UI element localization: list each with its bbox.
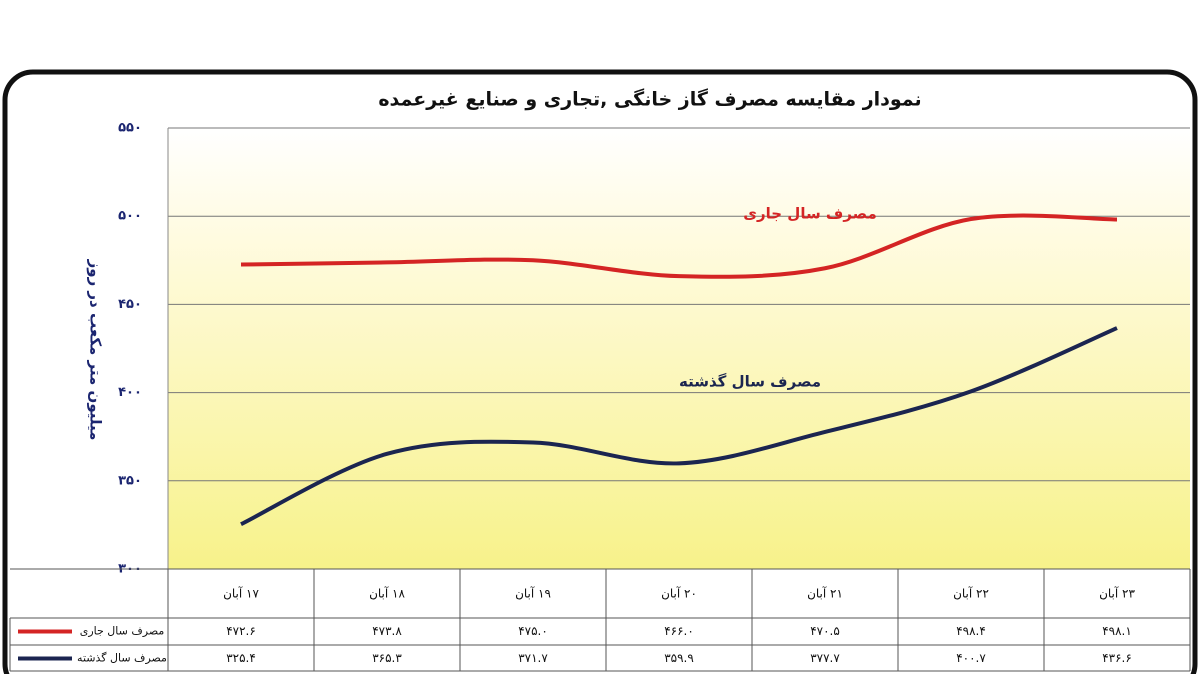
series-annotation: مصرف سال جاری (743, 205, 877, 223)
table-value: ۳۷۷.۷ (810, 651, 840, 665)
table-value: ۴۰۰.۷ (956, 651, 986, 665)
y-tick-label: ۴۰۰ (118, 385, 142, 400)
legend-label: مصرف سال جاری (80, 625, 165, 638)
table-value: ۴۷۰.۵ (810, 624, 840, 638)
table-value: ۳۷۱.۷ (518, 651, 548, 665)
series-line (240, 213, 1118, 279)
series-line (240, 326, 1118, 526)
table-value: ۴۹۸.۱ (1102, 624, 1132, 638)
table-value: ۴۷۵.۰ (518, 624, 548, 638)
y-tick-label: ۳۵۰ (118, 473, 142, 488)
x-tick-label: ۱۸ آبان (369, 586, 405, 601)
y-tick-label: ۴۵۰ (118, 297, 142, 312)
x-tick-label: ۲۱ آبان (807, 586, 843, 601)
y-axis-label: میلیون متر مکعب در روز (87, 259, 105, 441)
table-value: ۳۵۹.۹ (664, 651, 694, 665)
table-value: ۴۷۲.۶ (226, 624, 256, 638)
y-tick-label: ۵۵۰ (118, 121, 142, 136)
table-value: ۳۶۵.۳ (372, 651, 402, 665)
plot-area (168, 128, 1190, 569)
table-value: ۴۶۶.۰ (664, 624, 694, 638)
y-tick-label: ۵۰۰ (118, 209, 142, 224)
chart-title: نمودار مقایسه مصرف گاز خانگی ,تجاری و صن… (378, 88, 921, 111)
table-value: ۴۳۶.۶ (1102, 651, 1132, 665)
series-annotation: مصرف سال گذشته (679, 373, 821, 391)
table-value: ۳۲۵.۴ (226, 651, 256, 665)
x-tick-label: ۱۹ آبان (515, 586, 551, 601)
legend-label: مصرف سال گذشته (77, 652, 167, 665)
x-tick-label: ۲۰ آبان (661, 586, 697, 601)
x-tick-label: ۲۲ آبان (953, 586, 989, 601)
x-tick-label: ۱۷ آبان (223, 586, 259, 601)
x-tick-label: ۲۳ آبان (1099, 586, 1135, 601)
table-value: ۴۷۳.۸ (372, 624, 402, 638)
table-value: ۴۹۸.۴ (956, 624, 986, 638)
